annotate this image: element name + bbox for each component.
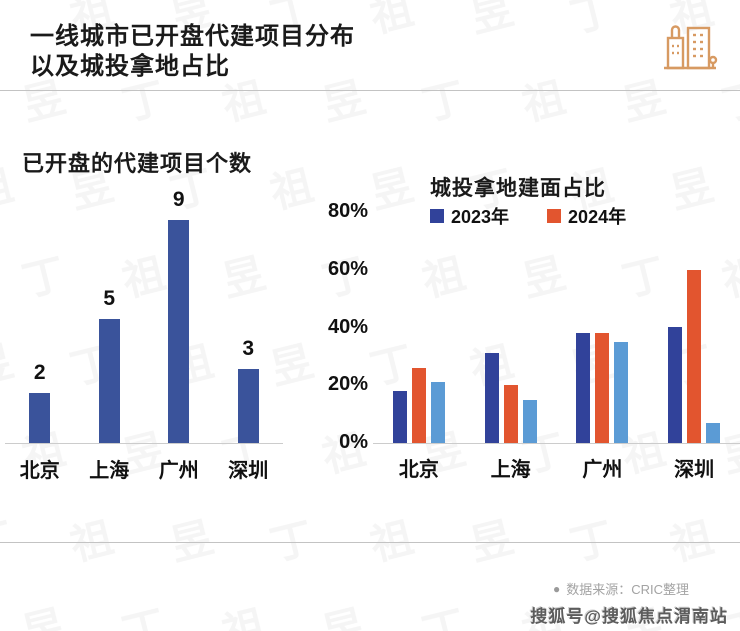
page-title-line2: 以及城投拿地占比 xyxy=(30,53,230,80)
left-bar-北京 xyxy=(29,393,51,443)
right-bar-广州-2023年 xyxy=(576,333,591,443)
right-chart-title: 城投拿地建面占比 xyxy=(430,177,606,200)
y-tick-label: 60% xyxy=(327,257,368,280)
left-chart-title: 已开盘的代建项目个数 xyxy=(22,151,253,176)
footer-divider xyxy=(0,542,740,543)
watermark-glyph: 祖 xyxy=(665,513,718,570)
left-category-label: 深圳 xyxy=(228,460,269,482)
watermark-glyph: 昱 xyxy=(317,601,370,631)
right-bar-北京-unlabeled xyxy=(430,382,445,443)
left-chart-plot: 2 5 9 3 xyxy=(5,188,283,444)
watermark-glyph: 昱 xyxy=(665,161,718,218)
watermark-glyph: 丁 xyxy=(0,0,18,42)
sohu-account-watermark: 搜狐号@搜狐焦点渭南站 xyxy=(530,607,728,626)
legend-swatch xyxy=(430,209,444,223)
right-bar-深圳-2024年 xyxy=(687,270,702,443)
left-bar-value-label: 2 xyxy=(33,361,46,384)
page-title: 一线城市已开盘代建项目分布 以及城投拿地占比 xyxy=(30,22,355,82)
buildings-icon xyxy=(664,25,718,70)
right-bar-北京-2024年 xyxy=(411,368,426,443)
watermark-glyph: 丁 xyxy=(117,601,170,631)
watermark-glyph: 昱 xyxy=(465,0,518,42)
watermark-glyph: 祖 xyxy=(217,601,270,631)
left-chart-category-axis: 北京 上海 广州 深圳 xyxy=(5,454,283,482)
watermark-glyph: 丁 xyxy=(565,513,618,570)
header-divider xyxy=(0,90,740,91)
right-bar-北京-2023年 xyxy=(392,391,407,443)
watermark-glyph: 昱 xyxy=(465,513,518,570)
left-bar-深圳 xyxy=(237,369,259,443)
watermark-glyph: 昱 xyxy=(17,601,70,631)
watermark-glyph: 丁 xyxy=(417,73,470,130)
watermark-glyph: 祖 xyxy=(517,73,570,130)
watermark-glyph: 祖 xyxy=(365,513,418,570)
left-bar-value-label: 5 xyxy=(103,287,116,310)
watermark-glyph: 昱 xyxy=(365,161,418,218)
bullet-icon: ● xyxy=(553,581,561,596)
right-chart-category-axis: 北京 上海 广州 深圳 xyxy=(373,453,740,481)
right-bar-上海-2023年 xyxy=(484,353,499,443)
right-category-label: 北京 xyxy=(398,459,439,481)
left-category-label: 北京 xyxy=(19,460,60,482)
source-note: ● 数据来源：CRIC整理 xyxy=(553,579,713,598)
legend-label: 2023年 xyxy=(451,207,510,227)
right-bar-广州-2024年 xyxy=(595,333,610,443)
watermark-glyph: 祖 xyxy=(365,0,418,42)
watermark-glyph: 祖 xyxy=(65,513,118,570)
legend-item-2024年: 2024年 xyxy=(547,203,626,229)
right-category-label: 上海 xyxy=(490,459,531,481)
right-bar-深圳-2023年 xyxy=(668,327,683,443)
legend-swatch xyxy=(547,209,562,223)
left-category-label: 广州 xyxy=(158,460,199,482)
left-bar-value-label: 3 xyxy=(242,337,255,360)
right-chart-plot xyxy=(373,212,740,444)
y-tick-label: 0% xyxy=(339,431,368,453)
left-category-label: 上海 xyxy=(89,460,130,482)
watermark-glyph: 丁 xyxy=(417,601,470,631)
left-bar-广州 xyxy=(168,220,190,443)
right-bar-上海-2024年 xyxy=(503,385,518,443)
right-bar-深圳-unlabeled xyxy=(706,423,721,443)
left-bar-上海 xyxy=(98,319,120,443)
right-category-label: 广州 xyxy=(582,459,623,481)
watermark-glyph: 丁 xyxy=(0,513,18,570)
left-bar-value-label: 9 xyxy=(172,188,185,211)
watermark-glyph: 丁 xyxy=(565,0,618,42)
watermark-glyph: 丁 xyxy=(717,73,740,130)
right-category-label: 深圳 xyxy=(674,459,715,481)
right-bar-广州-unlabeled xyxy=(614,342,629,443)
watermark-glyph: 丁 xyxy=(265,513,318,570)
y-tick-label: 20% xyxy=(327,373,368,396)
legend-label: 2024年 xyxy=(568,207,627,227)
source-note-text: 数据来源：CRIC整理 xyxy=(566,582,690,597)
right-bar-上海-unlabeled xyxy=(522,400,537,443)
y-tick-label: 40% xyxy=(327,315,368,338)
right-chart-legend: 2023年 2024年 xyxy=(430,203,626,229)
legend-item-2023年: 2023年 xyxy=(430,203,509,229)
y-tick-label: 80% xyxy=(327,200,368,222)
watermark-glyph: 昱 xyxy=(165,513,218,570)
page-title-line1: 一线城市已开盘代建项目分布 xyxy=(30,23,355,50)
